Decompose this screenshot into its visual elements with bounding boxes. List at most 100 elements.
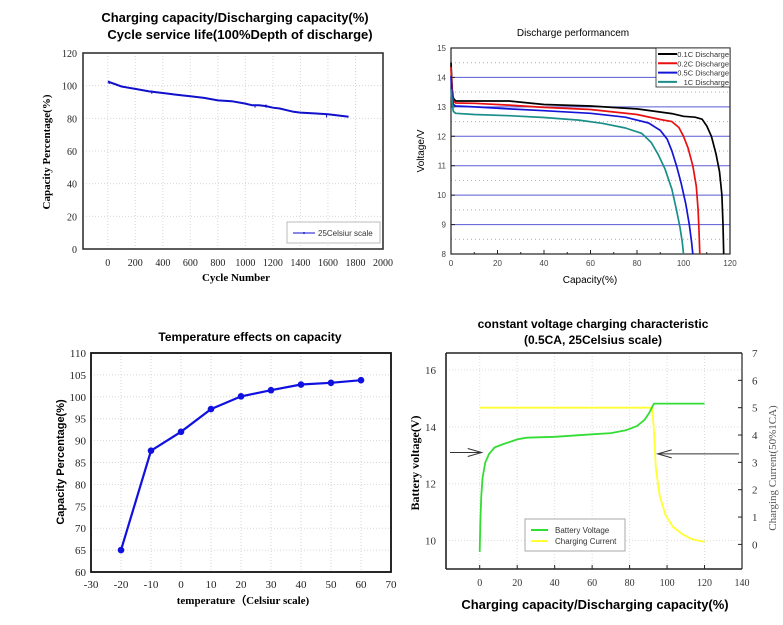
x-tick-label: 0 <box>105 258 110 269</box>
chart-marks: 0 200 400 600 800 1000 1200 1400 1600 1800 2000020… <box>62 44 758 591</box>
legend-frame <box>286 221 381 244</box>
x-tick-label: 20 <box>512 578 522 589</box>
x-tick-label: 600 <box>183 258 198 269</box>
y-right-tick-label: 5 <box>752 403 758 415</box>
y-tick-label: 100 <box>62 82 77 93</box>
y-right-tick-label: 2 <box>752 485 758 497</box>
legend-label: Battery Voltage <box>555 526 610 535</box>
temperature-chart: -30 -20 -10 0 10 20 30 40 50 60 70 60 65 70 75 80 85 90 95… <box>70 348 398 591</box>
x-tick-label: 1200 <box>263 258 283 269</box>
temperature-ylabel: Capacity Percentage(%) <box>55 399 67 525</box>
y-tick-label: 8 <box>442 250 447 259</box>
series-line-0-2c-discharge <box>450 67 701 255</box>
x-tick-label: 1800 <box>345 258 365 269</box>
x-tick-label: 60 <box>587 578 597 589</box>
legend-label: 0.1C Discharge <box>677 50 729 59</box>
y-tick-label: 10 <box>425 536 437 548</box>
x-tick-label: 1400 <box>290 258 310 269</box>
cycle-life-ylabel: Capacity Percentage(%) <box>41 94 53 209</box>
cv-charging-ylabel-right: Charging Current(50%1CA) <box>767 405 779 531</box>
x-tick-label: 0 <box>477 578 482 589</box>
x-tick-label: 800 <box>210 258 225 269</box>
data-point <box>177 428 185 436</box>
x-tick-label: 120 <box>723 259 737 268</box>
x-tick-label: -20 <box>114 579 129 591</box>
x-tick-label: 20 <box>236 579 248 591</box>
data-point <box>237 393 245 400</box>
x-tick-label: -30 <box>84 579 99 591</box>
y-tick-label: 12 <box>425 479 436 491</box>
legend-frame <box>524 518 626 552</box>
y-tick-label: 0 <box>72 245 77 256</box>
legend-label: 1C Discharge <box>684 78 729 87</box>
legend-label: 0.2C Discharge <box>677 59 729 68</box>
x-tick-label: 30 <box>266 579 278 591</box>
y-tick-label: 105 <box>70 370 87 382</box>
x-tick-label: 200 <box>128 258 143 269</box>
y-right-tick-label: 7 <box>752 348 758 360</box>
cv-charging-ylabel-left: Battery voltage(V) <box>408 416 422 511</box>
arrow-left-head <box>655 449 672 459</box>
series-line-0-1c-discharge <box>450 62 725 255</box>
data-point <box>207 405 215 413</box>
y-tick-label: 60 <box>75 567 87 579</box>
y-tick-label: 10 <box>437 191 446 200</box>
series-line-battery-voltage <box>478 402 705 552</box>
y-tick-label: 120 <box>62 49 77 60</box>
series-line-25celsiur <box>107 80 349 118</box>
x-tick-label: 120 <box>697 578 712 589</box>
y-right-tick-label: 4 <box>752 430 758 442</box>
x-tick-label: 80 <box>633 259 642 268</box>
y-tick-label: 14 <box>425 422 437 434</box>
x-tick-label: 100 <box>677 259 691 268</box>
x-tick-label: 400 <box>155 258 170 269</box>
cv-charging-chart: 0 20 40 60 80 100 120 1401012141601234567Batter… <box>425 348 758 589</box>
x-tick-label: 50 <box>326 579 338 591</box>
series-line-charging-current <box>479 406 705 543</box>
x-tick-label: 2000 <box>373 258 393 269</box>
legend-label: Charging Current <box>555 537 617 546</box>
data-point <box>117 546 125 554</box>
x-tick-label: 40 <box>540 259 549 268</box>
x-tick-label: -10 <box>144 579 159 591</box>
y-tick-label: 9 <box>442 221 447 230</box>
temperature-xlabel: temperature（Celsiur scale) <box>177 594 310 607</box>
y-tick-label: 110 <box>70 348 87 360</box>
cycle-life-xlabel: Cycle Number <box>202 272 270 284</box>
x-tick-label: 0 <box>449 259 454 268</box>
y-tick-label: 14 <box>437 73 446 82</box>
cycle-life-subtitle: Cycle service life(100%Depth of discharg… <box>107 27 372 42</box>
y-tick-label: 75 <box>75 501 87 513</box>
cv-charging-title: constant voltage charging characteristic <box>478 317 709 331</box>
x-tick-label: 1600 <box>318 258 338 269</box>
series-line-1c-discharge <box>450 89 685 255</box>
cycle-life-title: Charging capacity/Discharging capacity(%… <box>101 10 368 25</box>
y-tick-label: 60 <box>67 147 77 158</box>
discharge-ylabel: Voltage/V <box>416 129 427 172</box>
legend-marker <box>303 232 305 234</box>
legend-label: 25Celsiur scale <box>318 229 373 238</box>
y-tick-label: 100 <box>70 392 87 404</box>
x-tick-label: 0 <box>178 579 184 591</box>
x-tick-label: 40 <box>550 578 560 589</box>
x-tick-label: 140 <box>735 578 750 589</box>
y-tick-label: 20 <box>67 212 77 223</box>
y-tick-label: 90 <box>75 436 87 448</box>
y-tick-label: 95 <box>75 414 87 426</box>
plot-frame <box>82 52 384 250</box>
discharge-title: Discharge performancem <box>517 28 629 39</box>
x-tick-label: 70 <box>386 579 398 591</box>
data-point <box>357 376 365 384</box>
cv-charging-subtitle: (0.5CA, 25Celsius scale) <box>524 333 662 347</box>
data-point <box>267 386 275 394</box>
x-tick-label: 40 <box>296 579 308 591</box>
y-tick-label: 85 <box>75 458 87 470</box>
series-line-0-5c-discharge <box>450 75 694 255</box>
y-right-tick-label: 0 <box>752 539 758 551</box>
y-right-tick-label: 6 <box>752 375 758 387</box>
data-point <box>297 381 305 388</box>
y-tick-label: 80 <box>75 479 87 491</box>
y-tick-label: 70 <box>75 523 87 535</box>
